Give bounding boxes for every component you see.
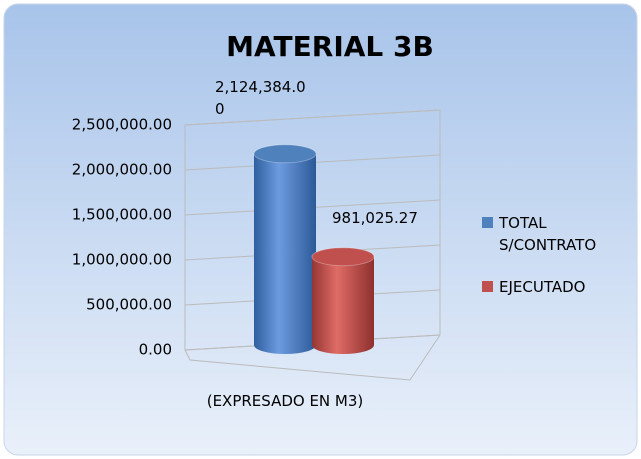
cylinder-base	[312, 336, 374, 354]
legend-label: EJECUTADO	[499, 278, 586, 296]
y-tick-label: 2,500,000.00	[72, 116, 172, 134]
legend-swatch	[482, 281, 493, 292]
cylinder	[253, 144, 317, 354]
bar	[254, 153, 316, 345]
legend-swatch	[482, 217, 493, 228]
grid-line	[184, 109, 441, 126]
chart-title: MATERIAL 3B	[226, 30, 434, 63]
background	[3, 3, 638, 456]
cylinder-base	[254, 336, 316, 354]
y-tick-label: 1,000,000.00	[72, 251, 172, 269]
y-tick-label: 2,000,000.00	[72, 161, 172, 179]
y-tick-label: 1,500,000.00	[72, 206, 172, 224]
y-tick-label: 500,000.00	[86, 296, 172, 314]
data-label: 2,124,384.00	[215, 77, 306, 118]
cylinder-top	[311, 247, 375, 267]
cylinder-top	[253, 144, 317, 164]
legend-label: TOTAL S/CONTRATO	[499, 214, 597, 254]
y-tick-label: 0.00	[139, 341, 172, 359]
bar	[312, 256, 374, 345]
x-tick-label: (EXPRESADO EN M3)	[206, 392, 364, 410]
data-label: 981,025.27	[332, 208, 418, 227]
cylinder	[311, 247, 375, 354]
